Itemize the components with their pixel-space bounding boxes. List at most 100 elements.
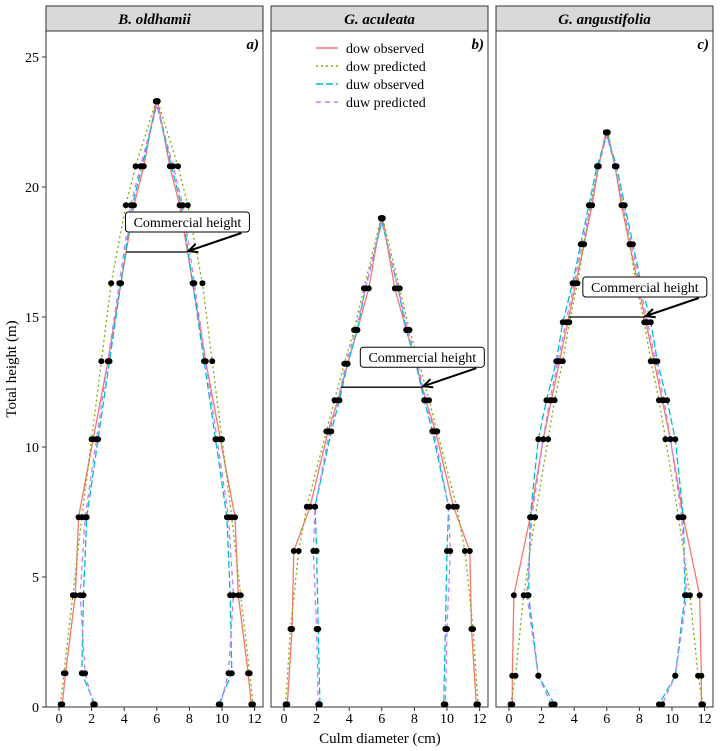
x-tick-label: 10 <box>215 712 229 727</box>
data-point <box>282 701 289 708</box>
x-tick-label: 12 <box>473 712 487 727</box>
data-point <box>334 397 341 404</box>
legend-label: duw observed <box>346 78 424 93</box>
data-point <box>461 548 468 554</box>
data-point <box>217 701 224 708</box>
data-point <box>655 397 662 404</box>
legend-label: dow predicted <box>346 60 426 75</box>
data-point <box>225 514 232 521</box>
y-tick-label: 10 <box>25 441 39 456</box>
data-point <box>678 514 685 521</box>
data-point <box>474 701 481 708</box>
data-point <box>311 503 318 510</box>
panel-1: B. oldhamii a) Commercial height 0 2 4 6 8 10 12 <box>45 5 264 727</box>
data-point <box>548 701 555 708</box>
data-point <box>93 436 100 443</box>
commercial-height-arrowhead <box>643 308 656 319</box>
x-tick-label: 8 <box>411 712 418 727</box>
panel-strip <box>270 5 489 32</box>
data-point <box>507 701 514 708</box>
x-tick-label: 6 <box>153 712 160 727</box>
plot-area <box>270 30 489 708</box>
panel-letter: c) <box>697 37 709 53</box>
data-point <box>313 626 320 632</box>
data-point <box>60 670 67 677</box>
data-point <box>127 202 134 209</box>
data-point <box>352 327 359 333</box>
panel-strip <box>45 5 264 32</box>
data-point <box>104 358 111 365</box>
x-tick-label: 10 <box>440 712 454 727</box>
data-point <box>290 548 297 554</box>
data-point <box>672 436 679 443</box>
data-point <box>295 548 302 554</box>
x-tick-label: 6 <box>603 712 610 727</box>
data-point <box>249 701 256 708</box>
data-point <box>444 626 450 632</box>
commercial-height-arrowhead <box>421 378 434 389</box>
data-point <box>315 701 322 708</box>
panel-2: G. aculeata b) Commercial height 0 2 4 6 8 10 12 <box>270 5 489 727</box>
x-tick-label: 0 <box>506 712 513 727</box>
data-point <box>377 215 384 222</box>
data-point <box>326 428 333 435</box>
x-axis-title: Culm diameter (cm) <box>319 731 441 747</box>
panel-title: G. angustifolia <box>558 12 651 28</box>
data-point <box>342 360 349 367</box>
x-tick-label: 10 <box>665 712 679 727</box>
y-tick-label: 25 <box>25 51 39 66</box>
data-point <box>602 129 609 136</box>
data-point <box>170 163 177 170</box>
x-tick-label: 0 <box>56 712 63 727</box>
data-point <box>108 280 115 287</box>
data-point <box>237 592 244 599</box>
x-tick-label: 2 <box>313 712 320 727</box>
data-point <box>595 163 602 170</box>
data-point <box>209 358 216 365</box>
commercial-height-label-box <box>359 346 485 368</box>
data-point <box>659 701 666 708</box>
data-point <box>57 701 64 708</box>
y-tick-label: 0 <box>32 701 39 716</box>
data-point <box>442 701 449 708</box>
x-tick-label: 4 <box>571 712 578 727</box>
data-point <box>191 280 198 287</box>
data-point <box>466 548 473 554</box>
data-point <box>587 202 594 209</box>
data-point <box>174 163 181 170</box>
x-tick-label: 12 <box>698 712 712 727</box>
series-line-duw-predicted <box>526 131 688 705</box>
data-point <box>77 592 84 599</box>
data-point <box>571 280 578 287</box>
data-point <box>225 670 232 677</box>
data-point <box>132 163 139 170</box>
data-point <box>512 672 519 679</box>
legend-label: duw predicted <box>346 96 426 111</box>
data-point <box>137 163 144 170</box>
data-point <box>644 319 651 326</box>
data-point <box>184 202 191 209</box>
commercial-height-arrow <box>645 297 700 317</box>
commercial-height-label-box <box>582 276 708 298</box>
x-tick-label: 0 <box>281 712 288 727</box>
data-point <box>579 241 586 248</box>
data-point <box>453 503 460 510</box>
data-point <box>422 397 429 404</box>
data-point <box>510 592 517 599</box>
commercial-height-label: Commercial height <box>591 281 699 296</box>
panel-letter: a) <box>247 37 260 53</box>
data-point <box>611 163 618 170</box>
data-point <box>362 285 369 292</box>
data-point <box>445 503 452 510</box>
data-point <box>82 670 89 677</box>
data-point <box>528 514 535 521</box>
panel-title: B. oldhamii <box>117 12 191 28</box>
y-tick-label: 5 <box>32 571 39 586</box>
data-point <box>546 397 553 404</box>
x-tick-label: 8 <box>186 712 193 727</box>
data-point <box>563 319 570 326</box>
panel-strip <box>495 5 714 32</box>
data-point <box>662 436 669 443</box>
y-tick-label: 15 <box>25 311 39 326</box>
